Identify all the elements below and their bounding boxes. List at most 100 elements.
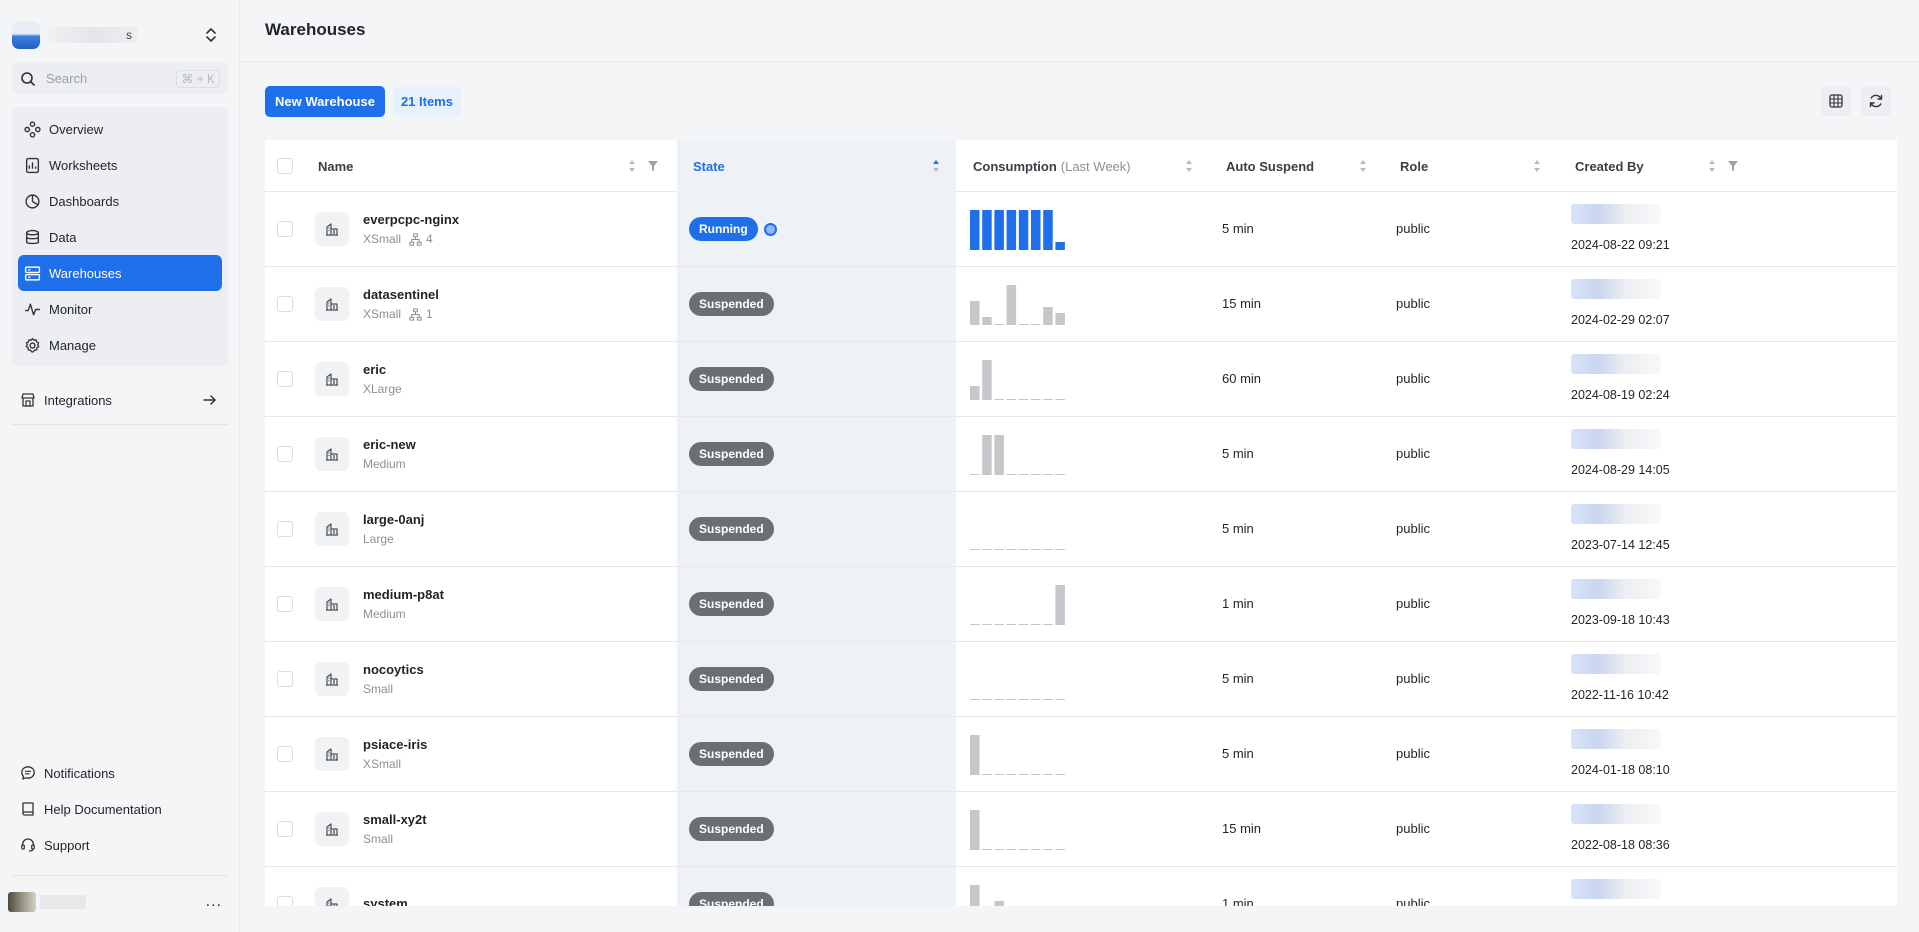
warehouse-name[interactable]: small-xy2t (363, 812, 427, 827)
sidebar-item-integrations[interactable]: Integrations (12, 384, 228, 416)
size-label: Medium (363, 607, 406, 621)
auto-suspend-value: 1 min (1222, 596, 1254, 611)
avatar (8, 892, 36, 912)
consumption-bar-empty (994, 849, 1004, 850)
warehouse-name[interactable]: eric-new (363, 437, 416, 452)
consumption-bar-empty (1043, 699, 1053, 700)
sidebar-item-label: Data (49, 229, 77, 245)
table-row[interactable]: small-xy2t Small Suspended 15 min public 2022… (265, 792, 1897, 867)
table-row[interactable]: large-0anj Large Suspended 5 min public 2023-… (265, 492, 1897, 567)
sidebar-item-manage[interactable]: Manage (18, 327, 222, 363)
auto-suspend-value: 5 min (1222, 521, 1254, 536)
sort-icon[interactable] (932, 158, 940, 174)
row-checkbox[interactable] (277, 671, 293, 687)
new-warehouse-button[interactable]: New Warehouse (265, 85, 385, 117)
sidebar-item-label: Warehouses (49, 265, 122, 281)
column-header-state[interactable]: State (693, 140, 725, 192)
sidebar-item-dashboards[interactable]: Dashboards (18, 183, 222, 219)
sidebar-item-label: Help Documentation (44, 801, 162, 817)
sidebar-item-warehouses[interactable]: Warehouses (18, 255, 222, 291)
sort-icon[interactable] (1359, 158, 1367, 174)
user-menu[interactable]: ... (8, 890, 228, 914)
sidebar-item-data[interactable]: Data (18, 219, 222, 255)
warehouse-size: Small (363, 682, 393, 696)
search-box[interactable]: Search ⌘ + K (12, 63, 228, 94)
row-checkbox[interactable] (277, 521, 293, 537)
filter-icon[interactable] (1727, 160, 1739, 172)
consumption-bar-empty (1018, 849, 1029, 850)
book-icon (22, 802, 34, 816)
select-all-checkbox[interactable] (277, 158, 293, 174)
consumption-bar-empty (1043, 549, 1053, 550)
column-header-auto-suspend[interactable]: Auto Suspend (1226, 140, 1314, 192)
consumption-bar-empty (982, 699, 992, 700)
sort-icon[interactable] (1708, 158, 1716, 174)
warehouse-name[interactable]: nocoytics (363, 662, 424, 677)
warehouse-name[interactable]: medium-p8at (363, 587, 444, 602)
table-row[interactable]: system Suspended 1 min public (265, 867, 1897, 906)
consumption-bar (982, 360, 992, 400)
column-label: Role (1400, 158, 1429, 174)
column-settings-button[interactable] (1821, 86, 1851, 116)
warehouse-name[interactable]: psiace-iris (363, 737, 428, 752)
table-row[interactable]: nocoytics Small Suspended 5 min public 2022-1… (265, 642, 1897, 717)
column-header-role[interactable]: Role (1400, 140, 1428, 192)
sort-icon[interactable] (628, 158, 636, 174)
refresh-button[interactable] (1861, 86, 1891, 116)
table-row[interactable]: eric-new Medium Suspended 5 min public 2024-0… (265, 417, 1897, 492)
consumption-bar (1043, 307, 1053, 325)
row-checkbox[interactable] (277, 221, 293, 237)
warehouse-icon-box (315, 662, 349, 696)
table-row[interactable]: datasentinel XSmall 1 Suspended 15 min public… (265, 267, 1897, 342)
filter-icon[interactable] (647, 160, 659, 172)
table-row[interactable]: psiace-iris XSmall Suspended 5 min public 202… (265, 717, 1897, 792)
sort-icon[interactable] (1185, 158, 1193, 174)
warehouse-name[interactable]: eric (363, 362, 387, 377)
cluster-count-label: 1 (426, 307, 433, 321)
warehouse-icon-box (315, 587, 349, 621)
sidebar-item-overview[interactable]: Overview (18, 111, 222, 147)
column-header-consumption[interactable]: Consumption (Last Week) (973, 140, 1131, 192)
cluster-count: 4 (409, 232, 433, 246)
table-row[interactable]: everpcpc-nginx XSmall 4 Running 5 min public 2… (265, 192, 1897, 267)
warehouse-name[interactable]: datasentinel (363, 287, 439, 302)
row-checkbox[interactable] (277, 746, 293, 762)
table-row[interactable]: eric XLarge Suspended 60 min public 2024-08-1… (265, 342, 1897, 417)
sidebar-item-help[interactable]: Help Documentation (12, 791, 228, 827)
warehouse-name[interactable]: large-0anj (363, 512, 425, 527)
sidebar-item-label: Worksheets (49, 157, 118, 173)
column-header-name[interactable]: Name (318, 140, 353, 192)
auto-suspend-value: 60 min (1222, 371, 1262, 386)
row-checkbox[interactable] (277, 596, 293, 612)
row-checkbox[interactable] (277, 446, 293, 462)
search-input[interactable]: Search (46, 71, 88, 86)
sort-icon[interactable] (1533, 158, 1541, 174)
consumption-bar (1055, 313, 1065, 325)
consumption-sparkline (970, 549, 1065, 550)
warehouse-name[interactable]: system (363, 896, 408, 906)
sidebar-item-monitor[interactable]: Monitor (18, 291, 222, 327)
row-checkbox[interactable] (277, 896, 293, 906)
org-switcher[interactable]: s (12, 20, 224, 50)
column-sublabel: (Last Week) (1060, 158, 1131, 174)
status-badge: Running (689, 217, 758, 241)
sidebar-item-worksheets[interactable]: Worksheets (18, 147, 222, 183)
column-header-created-by[interactable]: Created By (1575, 140, 1644, 192)
consumption-bar-empty (1043, 624, 1053, 625)
sidebar-item-support[interactable]: Support (12, 827, 228, 863)
warehouse-icon (326, 598, 338, 611)
chevron-updown-icon[interactable] (204, 26, 218, 44)
consumption-bar-empty (1006, 474, 1017, 475)
table-row[interactable]: medium-p8at Medium Suspended 1 min public 202… (265, 567, 1897, 642)
consumption-bar-empty (1055, 474, 1065, 475)
row-checkbox[interactable] (277, 296, 293, 312)
sidebar-item-notifications[interactable]: Notifications (12, 755, 228, 791)
creator-avatar (1571, 204, 1661, 224)
consumption-bar-empty (1018, 774, 1029, 775)
created-at: 2024-08-22 09:21 (1571, 238, 1670, 252)
row-checkbox[interactable] (277, 371, 293, 387)
row-checkbox[interactable] (277, 821, 293, 837)
more-icon[interactable]: ... (205, 893, 222, 910)
created-at: 2022-11-16 10:42 (1571, 688, 1669, 702)
warehouse-name[interactable]: everpcpc-nginx (363, 212, 460, 227)
